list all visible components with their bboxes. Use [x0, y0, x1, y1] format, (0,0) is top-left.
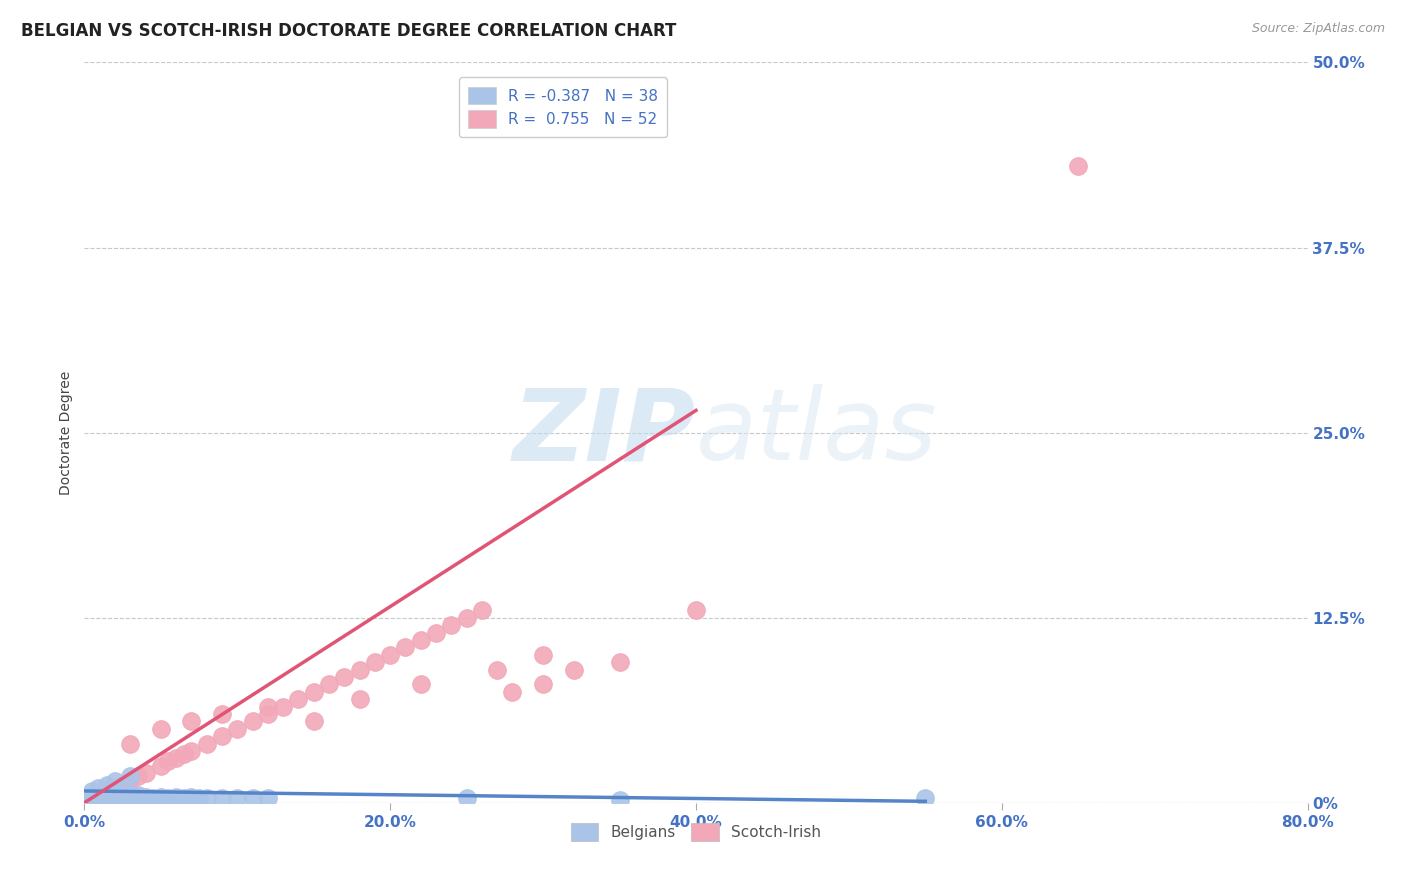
Point [242, 714, 264, 729]
Point [173, 747, 195, 761]
Point [380, 648, 402, 662]
Point [180, 714, 202, 729]
Point [87, 780, 110, 795]
Point [302, 685, 325, 699]
Point [226, 791, 249, 805]
Point [120, 773, 142, 788]
Point [562, 663, 585, 677]
Point [80, 791, 103, 805]
Point [115, 787, 138, 801]
Point [211, 729, 233, 743]
Point [242, 791, 264, 805]
Point [120, 791, 142, 805]
Point [531, 648, 554, 662]
Point [91, 789, 114, 804]
Point [96, 778, 118, 792]
Point [226, 722, 249, 736]
Point [101, 782, 124, 797]
Point [425, 625, 447, 640]
Point [115, 776, 138, 790]
Point [111, 789, 134, 804]
Text: BELGIAN VS SCOTCH-IRISH DOCTORATE DEGREE CORRELATION CHART: BELGIAN VS SCOTCH-IRISH DOCTORATE DEGREE… [21, 22, 676, 40]
Point [1067, 159, 1090, 173]
Point [173, 791, 195, 805]
Point [364, 655, 387, 669]
Point [89, 787, 111, 801]
Point [440, 618, 463, 632]
Point [257, 706, 280, 721]
Point [127, 789, 149, 803]
Point [104, 773, 127, 788]
Point [456, 791, 478, 805]
Point [165, 751, 187, 765]
Point [149, 722, 172, 736]
Point [165, 789, 187, 804]
Point [96, 789, 118, 803]
Point [91, 785, 114, 799]
Point [471, 603, 494, 617]
Point [257, 699, 280, 714]
Point [157, 791, 180, 805]
Point [531, 677, 554, 691]
Point [349, 692, 371, 706]
Point [127, 769, 149, 783]
Point [89, 787, 111, 801]
Point [120, 789, 142, 803]
Point [142, 791, 165, 805]
Text: ZIP: ZIP [513, 384, 696, 481]
Point [302, 714, 325, 729]
Point [80, 789, 103, 804]
Point [131, 791, 153, 805]
Point [318, 677, 340, 691]
Point [502, 685, 524, 699]
Point [271, 699, 294, 714]
Point [149, 789, 172, 804]
Point [80, 784, 103, 798]
Point [409, 632, 432, 647]
Point [180, 789, 202, 804]
Point [609, 793, 631, 807]
Point [120, 769, 142, 783]
Point [96, 784, 118, 798]
Point [84, 787, 107, 801]
Point [486, 663, 509, 677]
Point [609, 655, 631, 669]
Point [86, 789, 108, 803]
Point [86, 789, 108, 803]
Point [101, 791, 124, 805]
Legend: Belgians, Scotch-Irish: Belgians, Scotch-Irish [565, 817, 827, 847]
Point [122, 789, 145, 804]
Point [111, 778, 134, 792]
Y-axis label: Doctorate Degree: Doctorate Degree [59, 370, 73, 495]
Point [685, 603, 707, 617]
Point [188, 791, 211, 805]
Point [456, 610, 478, 624]
Point [180, 744, 202, 758]
Point [211, 791, 233, 805]
Point [287, 692, 309, 706]
Point [149, 758, 172, 772]
Point [257, 791, 280, 805]
Text: Source: ZipAtlas.com: Source: ZipAtlas.com [1251, 22, 1385, 36]
Point [914, 791, 936, 805]
Point [394, 640, 416, 655]
Point [120, 737, 142, 751]
Point [104, 791, 127, 805]
Point [409, 677, 432, 691]
Point [333, 670, 356, 684]
Point [104, 780, 127, 795]
Text: atlas: atlas [696, 384, 938, 481]
Point [349, 663, 371, 677]
Point [135, 789, 157, 804]
Point [135, 766, 157, 780]
Point [211, 706, 233, 721]
Point [107, 789, 129, 803]
Point [195, 791, 218, 805]
Point [157, 755, 180, 769]
Point [195, 737, 218, 751]
Point [104, 785, 127, 799]
